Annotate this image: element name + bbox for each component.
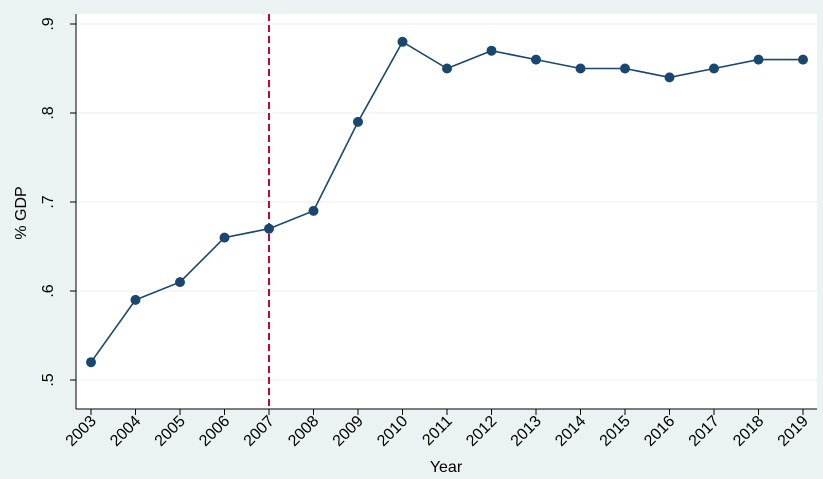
x-axis-ticks: 2003 2004 2005 2006 2007 2008 2009 2010 2011 2012… [63,409,812,450]
data-point [264,223,274,234]
data-point [353,116,363,127]
series [86,36,808,368]
x-tick-label: 2018 [730,413,767,450]
x-tick-label: 2010 [374,413,411,450]
x-tick-label: 2014 [552,413,589,450]
data-point [798,54,808,65]
data-point [486,45,497,56]
x-tick-label: 2011 [419,413,455,449]
y-axis-title: % GDP [13,186,30,239]
x-tick-label: 2004 [107,413,144,450]
plot-background [76,14,817,409]
data-point [397,36,408,47]
x-tick-label: 2009 [330,413,367,450]
y-tick-label: .6 [40,284,57,297]
x-axis-title: Year [430,459,463,476]
x-tick-label: 2015 [597,413,634,450]
y-tick-label: .7 [40,195,57,208]
data-point [442,63,452,74]
x-tick-label: 2012 [463,413,500,450]
data-point [308,205,319,216]
y-tick-label: .5 [40,373,57,386]
x-tick-label: 2019 [775,413,812,450]
x-tick-label: 2013 [508,413,545,450]
y-axis-ticks: .5 .6 .7 .8 .9 [40,17,76,387]
x-tick-label: 2017 [686,413,723,450]
data-point [86,357,96,368]
y-tick-label: .8 [40,106,57,119]
x-tick-label: 2008 [285,413,322,450]
x-tick-label: 2005 [152,413,189,450]
data-point [219,232,230,243]
data-point [753,54,764,65]
x-tick-label: 2007 [241,413,278,450]
data-point [709,63,719,74]
data-point [130,294,141,305]
y-tick-label: .9 [40,17,57,30]
grid-lines [76,23,817,381]
x-tick-label: 2016 [641,413,678,450]
x-tick-label: 2006 [196,413,233,450]
data-point [620,63,630,74]
data-point [175,277,185,288]
data-point [575,63,586,74]
data-point [664,72,675,83]
data-point [531,54,541,65]
x-tick-label: 2003 [63,413,100,450]
